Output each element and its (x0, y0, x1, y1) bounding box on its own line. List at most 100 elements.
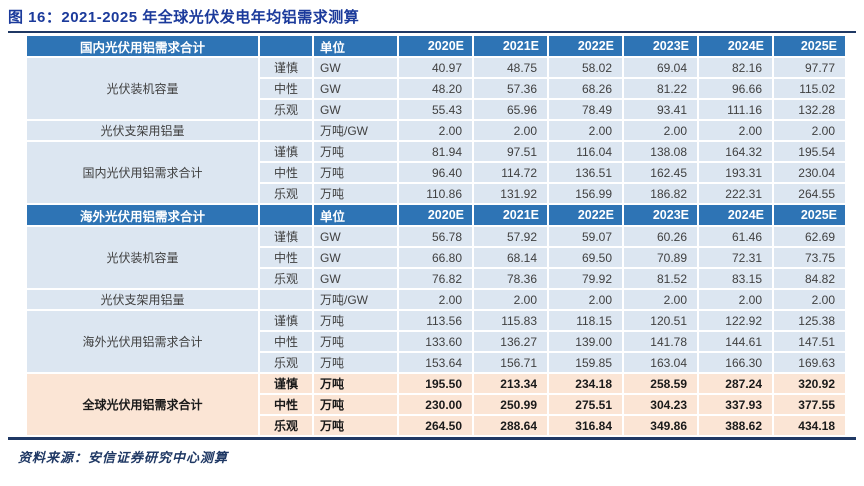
table-row: 光伏装机容量 谨慎 GW 40.97 48.75 58.02 69.04 82.16 97.77 (25, 56, 847, 121)
value-cell: 60.26 (622, 225, 699, 248)
value-cell: 61.46 (697, 225, 774, 248)
value-cell: 349.86 (622, 414, 699, 437)
value-cell: 114.72 (472, 161, 549, 184)
value-cell: 153.64 (397, 351, 474, 374)
unit-cell: GW (312, 98, 399, 121)
value-cell: 40.97 (397, 56, 474, 79)
unit-cell: 万吨 (312, 393, 399, 416)
value-cell: 118.15 (547, 309, 624, 332)
title-underline (8, 31, 856, 33)
value-cell: 163.04 (622, 351, 699, 374)
value-cell: 115.83 (472, 309, 549, 332)
row-label-cell: 光伏支架用铝量 (25, 288, 260, 311)
unit-cell: 万吨 (312, 351, 399, 374)
value-cell: 59.07 (547, 225, 624, 248)
table-row: 海外光伏用铝需求合计 谨慎 万吨 113.56 115.83 118.15 120.51 12… (25, 309, 847, 374)
unit-cell: 万吨 (312, 414, 399, 437)
value-cell: 377.55 (772, 393, 847, 416)
value-cell: 78.49 (547, 98, 624, 121)
scenario-cell: 乐观 (258, 351, 314, 374)
value-cell: 76.82 (397, 267, 474, 290)
value-cell: 70.89 (622, 246, 699, 269)
table-row: 中性 万吨 133.60 136.27 139.00 141.78 144.61 147.51 (26, 330, 847, 353)
unit-header-cell: 单位 (312, 34, 399, 58)
section-header-row: 海外光伏用铝需求合计 单位 2020E 2021E 2022E 2023E 2024E 202… (25, 203, 847, 227)
year-header-cell: 2020E (397, 34, 474, 58)
value-cell: 68.14 (472, 246, 549, 269)
scenario-cell: 谨慎 (258, 372, 314, 395)
year-header-cell: 2025E (772, 203, 847, 227)
value-cell: 144.61 (697, 330, 774, 353)
year-header-cell: 2021E (472, 34, 549, 58)
scenario-cell: 中性 (258, 161, 314, 184)
source-note: 资料来源：安信证券研究中心测算 (18, 450, 229, 465)
scenario-cell: 谨慎 (258, 309, 314, 332)
demand-table-body: 国内光伏用铝需求合计 单位 2020E 2021E 2022E 2023E 2024E 202… (25, 34, 847, 437)
value-cell: 2.00 (772, 288, 847, 311)
value-cell: 139.00 (547, 330, 624, 353)
value-cell: 138.08 (622, 140, 699, 163)
value-cell: 141.78 (622, 330, 699, 353)
table-row: 中性 万吨 230.00 250.99 275.51 304.23 337.93 377.55 (26, 393, 847, 416)
unit-header-cell: 单位 (312, 203, 399, 227)
scenario-cell: 中性 (258, 77, 314, 100)
unit-cell: GW (312, 225, 399, 248)
value-cell: 73.75 (772, 246, 847, 269)
value-cell: 78.36 (472, 267, 549, 290)
value-cell: 304.23 (622, 393, 699, 416)
value-cell: 83.15 (697, 267, 774, 290)
value-cell: 81.22 (622, 77, 699, 100)
scenario-cell: 乐观 (258, 414, 314, 437)
value-cell: 69.04 (622, 56, 699, 79)
year-header-cell: 2024E (697, 203, 774, 227)
value-cell: 275.51 (547, 393, 624, 416)
scenario-cell: 乐观 (258, 267, 314, 290)
unit-cell: GW (312, 56, 399, 79)
value-cell: 2.00 (472, 119, 549, 142)
year-header-cell: 2022E (547, 203, 624, 227)
year-header-cell: 2021E (472, 203, 549, 227)
value-cell: 68.26 (547, 77, 624, 100)
row-label-cell: 国内光伏用铝需求合计 (25, 140, 260, 205)
value-cell: 55.43 (397, 98, 474, 121)
unit-cell: 万吨 (312, 182, 399, 205)
year-header-cell: 2020E (397, 203, 474, 227)
unit-cell: GW (312, 267, 399, 290)
value-cell: 84.82 (772, 267, 847, 290)
row-label-cell: 光伏装机容量 (25, 56, 260, 121)
year-header-cell: 2023E (622, 34, 699, 58)
value-cell: 82.16 (697, 56, 774, 79)
value-cell: 125.38 (772, 309, 847, 332)
value-cell: 79.92 (547, 267, 624, 290)
value-cell: 2.00 (622, 288, 699, 311)
table-row: 乐观 GW 55.43 65.96 78.49 93.41 111.16 132.28 (26, 98, 847, 121)
value-cell: 131.92 (472, 182, 549, 205)
value-cell: 166.30 (697, 351, 774, 374)
value-cell: 186.82 (622, 182, 699, 205)
unit-cell: 万吨 (312, 330, 399, 353)
unit-cell: GW (312, 246, 399, 269)
value-cell: 132.28 (772, 98, 847, 121)
value-cell: 65.96 (472, 98, 549, 121)
value-cell: 69.50 (547, 246, 624, 269)
value-cell: 62.69 (772, 225, 847, 248)
value-cell: 230.04 (772, 161, 847, 184)
row-label-cell: 光伏装机容量 (25, 225, 260, 290)
unit-cell: 万吨/GW (312, 288, 399, 311)
scenario-cell: 谨慎 (258, 225, 314, 248)
value-cell: 287.24 (697, 372, 774, 395)
value-cell: 337.93 (697, 393, 774, 416)
row-label-cell: 海外光伏用铝需求合计 (25, 309, 260, 374)
value-cell: 2.00 (622, 119, 699, 142)
unit-cell: 万吨 (312, 161, 399, 184)
scenario-cell: 中性 (258, 246, 314, 269)
year-header-cell: 2022E (547, 34, 624, 58)
value-cell: 58.02 (547, 56, 624, 79)
value-cell: 2.00 (397, 119, 474, 142)
scenario-cell: 乐观 (258, 182, 314, 205)
header-blank-cell (258, 203, 314, 227)
value-cell: 81.94 (397, 140, 474, 163)
value-cell: 147.51 (772, 330, 847, 353)
table-row: 乐观 万吨 264.50 288.64 316.84 349.86 388.62 434.18 (26, 414, 847, 437)
value-cell: 156.71 (472, 351, 549, 374)
